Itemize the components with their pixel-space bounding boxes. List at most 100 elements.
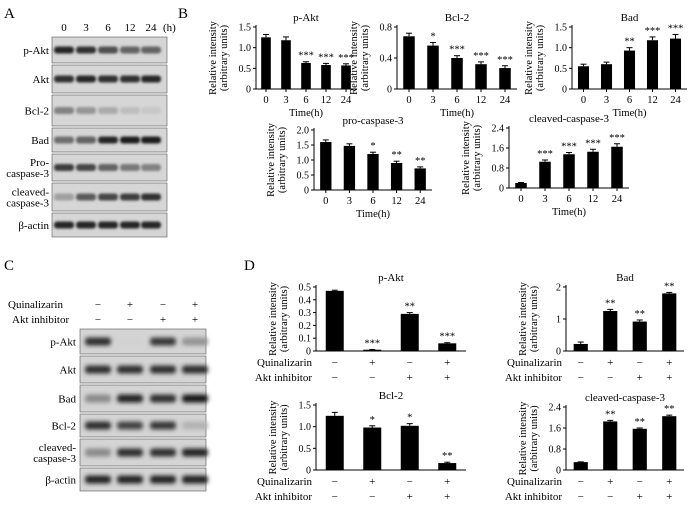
blot-band-label: Pro- (30, 157, 49, 169)
western-blot-panel-c: Quinalizarin Akt inhibitor − − + − − + + + p-Akt Ak… (8, 299, 208, 492)
chart-bcl-2-d3: Bcl-2 0 0.5 1.0 1.5 Relative intensity(arbitr… (255, 390, 466, 503)
significance-marker: * (370, 415, 375, 426)
x-tick-label: 0 (581, 95, 586, 106)
blot-band (117, 337, 143, 346)
bar (499, 68, 511, 89)
significance-marker: ** (624, 37, 635, 48)
y-axis-label: Relative intensity(arbitrary units) (518, 401, 540, 476)
x-tick-label: 12 (391, 196, 402, 207)
y-tick-label: 0 (387, 85, 392, 96)
blot-band-label: Akt (60, 365, 77, 377)
chart-bcl-2-b2: Bcl-2 0 0.4 0.8 Relative intensity(arbitrary… (349, 12, 517, 119)
chart-title: Bcl-2 (379, 390, 403, 402)
blot-band (98, 46, 118, 54)
y-axis-label: Relative intensity(arbitrary units) (461, 120, 483, 195)
significance-marker: *** (473, 51, 489, 62)
bar (414, 168, 426, 190)
bar (438, 343, 457, 351)
bar (632, 428, 647, 470)
blot-band (120, 75, 140, 83)
y-tick-label: 1.5 (299, 401, 312, 412)
blot-band (85, 337, 111, 346)
blot-band (141, 75, 161, 83)
x-tick-label: 12 (647, 95, 658, 106)
significance-marker: ** (442, 451, 453, 462)
blot-band (54, 221, 74, 229)
treatment-sign: − (369, 372, 375, 384)
y-tick-label: 1 (556, 315, 561, 326)
treatment-sign: − (607, 372, 613, 384)
blot-band (98, 221, 118, 229)
x-tick-label: 3 (542, 194, 547, 205)
treatment-sign: + (666, 372, 672, 384)
time-label: 12 (125, 22, 136, 34)
blot-band (141, 107, 161, 114)
chart-cleaved-caspase-3-d4: cleaved-caspase-3 0 0.8 1.6 2.4 Relative inte… (505, 392, 684, 503)
blot-band (182, 337, 208, 346)
y-tick-label: 0 (246, 85, 251, 96)
blot-band-label: Bad (31, 135, 49, 147)
bar (438, 463, 457, 470)
blot-band-label: cleaved- (12, 187, 50, 199)
treatment-sign: − (95, 299, 101, 311)
bar (573, 462, 588, 470)
treatment-sign: − (332, 372, 338, 384)
x-tick-label: 12 (588, 194, 599, 205)
blot-band (54, 46, 74, 54)
blot-band (141, 46, 161, 54)
x-tick-label: 0 (323, 196, 328, 207)
x-tick-label: 24 (500, 95, 511, 106)
treatment-sign: − (127, 314, 133, 326)
treatment-sign: − (332, 357, 338, 369)
x-tick-label: 24 (670, 95, 681, 106)
blot-band (182, 365, 208, 374)
blot-band (150, 421, 176, 430)
y-tick-label: 0 (562, 85, 567, 96)
blot-band (117, 394, 143, 403)
bar (573, 343, 588, 351)
significance-marker: *** (439, 332, 455, 343)
treatment-sign: + (369, 357, 375, 369)
x-axis-label: Time(h) (552, 207, 587, 218)
treatment-sign: + (160, 314, 166, 326)
y-axis-label: Relative intensity(arbitrary units) (268, 281, 290, 356)
blot-band (54, 107, 74, 114)
significance-marker: ** (405, 302, 416, 313)
chart-title: Bad (621, 12, 639, 24)
significance-marker: *** (668, 23, 684, 34)
significance-marker: ** (635, 309, 646, 320)
significance-marker: * (370, 141, 375, 152)
bar (301, 62, 311, 89)
y-tick-label: 0.4 (299, 295, 312, 306)
bar (321, 65, 331, 89)
significance-marker: *** (298, 51, 314, 62)
time-label: 24 (146, 22, 158, 34)
y-tick-label: 0 (306, 347, 311, 358)
treatment-sign: + (444, 491, 450, 503)
blot-band (85, 448, 111, 457)
blot-band (141, 221, 161, 229)
treatment-sign: + (407, 372, 413, 384)
significance-marker: *** (338, 53, 354, 64)
blot-band (182, 475, 208, 484)
blot-band (54, 193, 74, 201)
bar (363, 427, 382, 470)
chart-pro-caspase-3-b4: pro-caspase-3 0 0.5 1.0 1.5 2.0 Relative inten… (266, 115, 432, 220)
bar (400, 425, 419, 470)
bar (587, 151, 599, 188)
x-axis-label: Time(h) (440, 108, 475, 119)
y-tick-label: 0.5 (555, 64, 568, 75)
x-tick-label: 24 (341, 95, 352, 106)
bar (403, 36, 415, 89)
significance-marker: *** (537, 149, 553, 160)
akt-inhibitor-label: Akt inhibitor (12, 314, 69, 326)
x-tick-label: 12 (476, 95, 487, 106)
bar (603, 311, 618, 351)
bar (600, 64, 613, 89)
significance-marker: ** (664, 404, 675, 415)
y-tick-label: 1.0 (555, 43, 568, 54)
x-tick-label: 6 (454, 95, 459, 106)
bar (261, 37, 271, 89)
blot-band-label: β-actin (18, 220, 49, 232)
blot-band (150, 365, 176, 374)
